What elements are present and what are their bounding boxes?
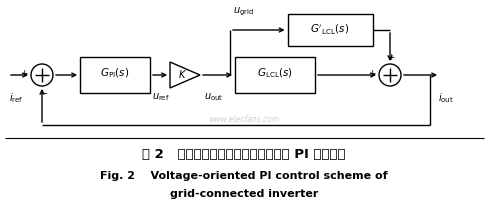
Text: Fig. 2    Voltage-oriented PI control scheme of: Fig. 2 Voltage-oriented PI control schem… [100, 171, 387, 181]
Text: $G'_\mathrm{LCL}(s)$: $G'_\mathrm{LCL}(s)$ [310, 22, 349, 36]
Bar [287, 14, 372, 46]
Text: $+$: $+$ [386, 52, 394, 62]
Text: $-$: $-$ [40, 87, 48, 96]
Text: www.elecfans.com: www.elecfans.com [208, 116, 279, 124]
Text: $u_\mathrm{grid}$: $u_\mathrm{grid}$ [232, 6, 253, 18]
Text: $u_\mathrm{out}$: $u_\mathrm{out}$ [203, 91, 223, 103]
Text: 图 2   并网逆变器基于电网电压定向的 PI 控制框图: 图 2 并网逆变器基于电网电压定向的 PI 控制框图 [142, 147, 345, 160]
Text: $G_\mathrm{LCL}(s)$: $G_\mathrm{LCL}(s)$ [256, 66, 292, 80]
Text: grid-connected inverter: grid-connected inverter [169, 189, 318, 199]
Text: $K$: $K$ [178, 68, 187, 80]
Text: $+$: $+$ [20, 68, 29, 78]
Bar [80, 57, 150, 93]
Text: $G_\mathrm{PI}(s)$: $G_\mathrm{PI}(s)$ [100, 66, 129, 80]
Text: $i_\mathrm{ref}$: $i_\mathrm{ref}$ [9, 91, 23, 105]
Bar [235, 57, 314, 93]
Text: $+$: $+$ [367, 68, 376, 78]
Text: $u_\mathrm{ref}$: $u_\mathrm{ref}$ [152, 91, 169, 103]
Text: $i_\mathrm{out}$: $i_\mathrm{out}$ [437, 91, 453, 105]
